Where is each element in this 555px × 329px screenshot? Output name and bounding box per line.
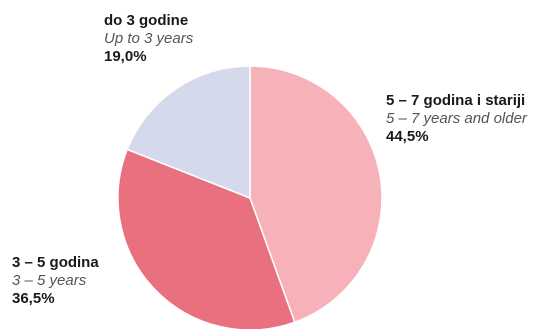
slice-label-subtitle: 3 – 5 years [12,272,87,289]
slice-label-title: 5 – 7 godina i stariji [386,92,526,109]
slice-label-up-to-3-years: do 3 godine Up to 3 years 19,0% [104,12,193,66]
slice-label-subtitle: 5 – 7 years and older [386,110,527,127]
pie-slice-5-7-years [249,65,383,324]
slice-label-5-7-years: 5 – 7 godina i stariji 5 – 7 years and o… [386,92,527,146]
slice-label-title: 3 – 5 godina [12,254,99,271]
pie-slices [117,65,383,329]
slice-label-value: 44,5% [386,128,429,145]
slice-label-3-5-years: 3 – 5 godina 3 – 5 years 36,5% [12,254,99,308]
pie-slice-3-5-years [117,148,296,329]
slice-label-subtitle: Up to 3 years [104,30,194,47]
slice-label-value: 19,0% [104,48,147,65]
slice-label-title: do 3 godine [104,12,189,29]
slice-label-value: 36,5% [12,290,55,307]
pie-slice-up-to-3-years [126,65,251,200]
